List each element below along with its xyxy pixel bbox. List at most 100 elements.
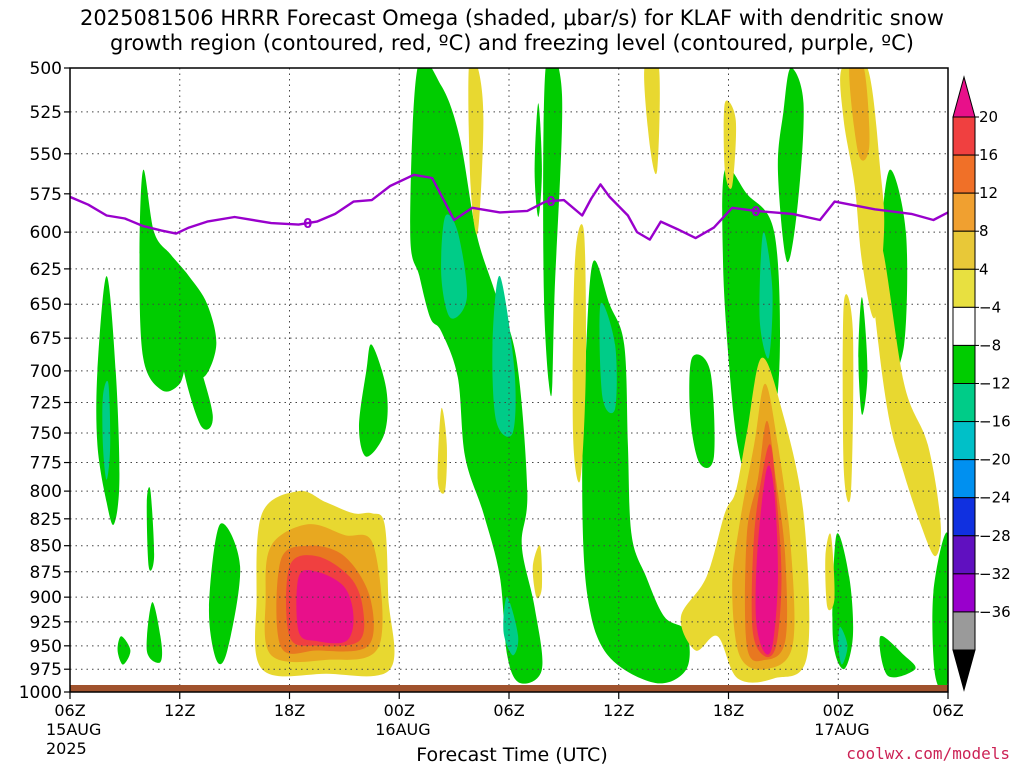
freezing-level-layer: 0 0 0	[70, 173, 948, 241]
y-tick-label: 1000	[19, 683, 62, 703]
colorbar-label: 8	[979, 222, 989, 240]
freezing-level-label: 0	[303, 217, 312, 232]
y-tick-label: 900	[30, 588, 62, 608]
colorbar-box	[952, 459, 976, 499]
omega-region-up-weak	[139, 169, 217, 392]
x-tick-label: 18Z	[274, 701, 305, 720]
x-tick-date: 17AUG	[814, 720, 869, 739]
omega-region-up-weak	[534, 103, 542, 217]
y-tick-label: 750	[30, 424, 62, 444]
y-tick-label: 925	[30, 613, 62, 633]
omega-region-up-weak	[582, 260, 690, 684]
colorbar-label: −24	[979, 489, 1011, 507]
colorbar-box	[952, 268, 976, 308]
omega-region-up-mod	[102, 380, 111, 480]
colorbar-label: −8	[979, 336, 1001, 354]
gridlines	[70, 68, 948, 692]
omega-region-up-weak	[879, 635, 916, 678]
x-tick-year: 2025	[46, 739, 87, 758]
freezing-level-label: 0	[751, 205, 760, 220]
omega-region-up-weak	[932, 532, 948, 692]
freezing-level-line	[70, 173, 948, 241]
omega-region-down-weak	[723, 100, 737, 189]
colorbar-label: −36	[979, 603, 1011, 621]
omega-region-down-weak	[644, 68, 660, 175]
y-tick-label: 850	[30, 537, 62, 557]
omega-region-down-weak	[572, 224, 587, 483]
colorbar-top-arrow	[952, 75, 976, 118]
y-tick-label: 650	[30, 295, 62, 315]
omega-region-up-weak	[359, 344, 388, 457]
x-tick-label: 18Z	[713, 701, 744, 720]
y-tick-label: 825	[30, 510, 62, 530]
omega-region-up-mod	[441, 214, 468, 319]
omega-region-up-weak	[208, 523, 241, 665]
colorbar-box	[952, 306, 976, 346]
omega-region-up-weak	[777, 68, 804, 262]
y-tick-label: 775	[30, 454, 62, 474]
omega-region-up-weak	[543, 68, 563, 397]
colorbar-box	[952, 611, 976, 651]
colorbar-label: 12	[979, 184, 998, 202]
omega-region-up-weak	[146, 602, 163, 663]
site-credit: coolwx.com/models	[846, 744, 1010, 763]
colorbar-label: −16	[979, 413, 1011, 431]
omega-region-up-weak	[832, 533, 854, 670]
y-tick-label: 675	[30, 329, 62, 349]
omega-region-up-mod	[599, 302, 617, 414]
colorbar-box	[952, 230, 976, 270]
x-tick-label: 00Z	[384, 701, 415, 720]
x-axis-title: Forecast Time (UTC)	[416, 744, 608, 766]
x-tick-label: 06Z	[932, 701, 963, 720]
colorbar: 20 16 12 8 4 −4 −8 −12 −16 −20 −24 −28 −32 −36	[952, 75, 1011, 692]
y-tick-label: 525	[30, 103, 62, 123]
colorbar-box	[952, 497, 976, 537]
x-tick-label: 12Z	[603, 701, 634, 720]
omega-region-up-weak	[410, 68, 543, 684]
y-tick-label: 500	[30, 59, 62, 79]
x-tick-date: 16AUG	[375, 720, 430, 739]
colorbar-box	[952, 116, 976, 156]
omega-region-down-weak	[437, 407, 447, 494]
omega-shading	[96, 68, 948, 692]
colorbar-box	[952, 421, 976, 461]
freezing-level-label: 0	[547, 195, 556, 210]
omega-region-down-weak	[532, 545, 543, 599]
colorbar-label: −32	[979, 565, 1011, 583]
x-tick-label: 00Z	[823, 701, 854, 720]
omega-region-down-max	[755, 465, 778, 655]
omega-region-down-mod	[849, 68, 870, 161]
omega-region-up-weak	[858, 297, 868, 415]
ground-surface	[70, 685, 948, 692]
x-tick-label: 06Z	[493, 701, 524, 720]
x-tick-date: 15AUG	[46, 720, 101, 739]
colorbar-box	[952, 192, 976, 232]
y-tick-label: 600	[30, 223, 62, 243]
omega-region-up-mod	[492, 275, 516, 437]
colorbar-bottom-arrow	[952, 649, 976, 692]
omega-region-up-mod	[503, 597, 519, 656]
y-tick-label: 725	[30, 393, 62, 413]
omega-region-up-weak	[117, 636, 131, 665]
omega-region-down-weak	[842, 294, 854, 503]
colorbar-label: −28	[979, 527, 1011, 545]
y-tick-label: 975	[30, 660, 62, 680]
colorbar-label: −20	[979, 451, 1011, 469]
omega-region-up-weak	[146, 487, 155, 571]
chart-title: 2025081506 HRRR Forecast Omega (shaded, …	[80, 6, 944, 55]
omega-region-up-mod	[759, 231, 773, 359]
y-axis: 500 525 550 575 600 625 650 675 700 725 750 775 800 8…	[19, 59, 70, 703]
y-tick-label: 950	[30, 637, 62, 657]
colorbar-label: 16	[979, 146, 998, 164]
colorbar-label: 20	[979, 108, 998, 126]
omega-region-down-weak	[468, 68, 484, 235]
colorbar-label: −12	[979, 375, 1011, 393]
x-tick-label: 06Z	[54, 701, 85, 720]
y-tick-label: 700	[30, 362, 62, 382]
x-tick-label: 12Z	[164, 701, 195, 720]
colorbar-box	[952, 154, 976, 194]
omega-region-up-weak	[689, 354, 715, 469]
colorbar-box	[952, 344, 976, 384]
omega-region-down-weak	[871, 238, 941, 557]
